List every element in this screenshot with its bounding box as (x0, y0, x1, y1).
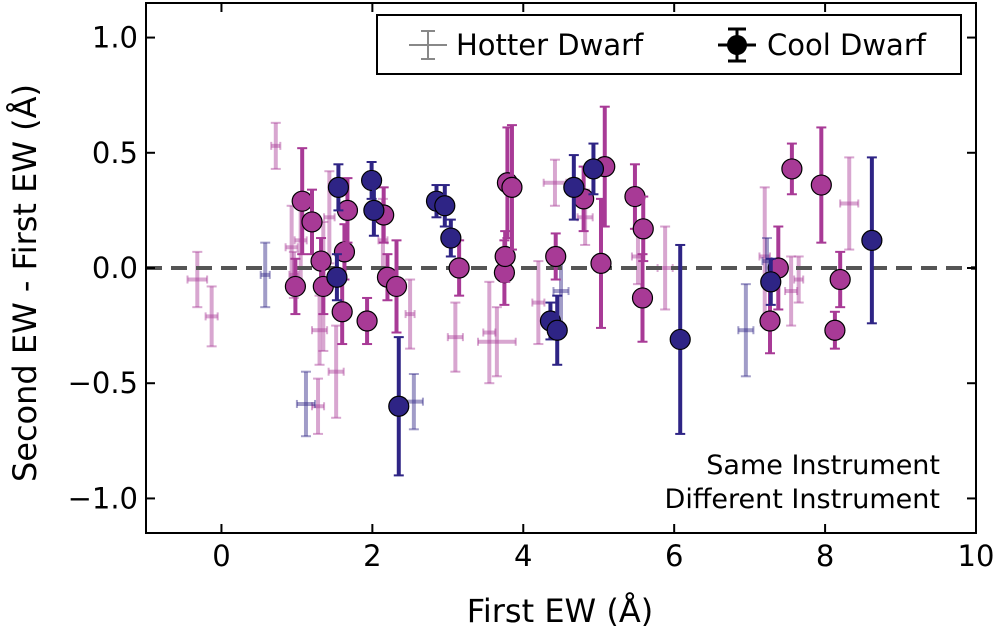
legend-hotter-marker (409, 30, 447, 60)
y-axis-label: Second EW - First EW (Å) (6, 84, 44, 482)
hotter-dwarf-point-same (327, 324, 345, 419)
hotter-dwarf-point-different (737, 283, 755, 378)
y-tick-label: −0.5 (68, 366, 138, 400)
cool-dwarf-point-same (312, 257, 334, 316)
legend-hotter-label: Hotter Dwarf (456, 28, 644, 62)
cool-dwarf-point-different (563, 154, 585, 221)
legend-cool-label: Cool Dwarf (767, 28, 927, 62)
y-tick-label: 1.0 (92, 21, 138, 55)
hotter-dwarf-point-same (839, 156, 860, 251)
y-tick-label: 0.5 (92, 136, 138, 170)
cool-dwarf-point-different (326, 253, 348, 302)
annotation-different-instrument: Different Instrument (665, 484, 940, 515)
cool-dwarf-point-same (356, 296, 378, 346)
x-tick-label: 8 (816, 539, 834, 573)
hotter-dwarf-point-same (270, 121, 282, 170)
legend: Hotter Dwarf Cool Dwarf (376, 14, 962, 75)
cool-dwarf-point-different (388, 336, 410, 477)
cool-dwarf-point-same (284, 257, 306, 316)
cool-dwarf-point-same (385, 239, 408, 334)
x-tick-label: 2 (363, 539, 381, 573)
x-axis-label: First EW (Å) (467, 592, 653, 630)
hotter-dwarf-point-same (446, 301, 464, 373)
hotter-dwarf-point-same (531, 260, 546, 346)
cool-dwarf-point-same (590, 197, 612, 329)
cool-dwarf-point-same (501, 124, 523, 251)
cool-dwarf-point-different (669, 243, 691, 435)
cool-dwarf-point-different (582, 142, 605, 196)
cool-dwarf-point-different (327, 163, 350, 212)
hotter-dwarf-point-same (311, 377, 326, 435)
hotter-dwarf-point-same (204, 285, 219, 348)
cool-dwarf-point-same (781, 142, 803, 196)
cool-dwarf-point-different (363, 184, 385, 237)
cool-dwarf-point-same (829, 250, 851, 309)
annotation-same-instrument: Same Instrument (706, 450, 940, 481)
cool-dwarf-point-different (434, 184, 456, 228)
hotter-dwarf-layer (186, 121, 860, 438)
hotter-dwarf-point-different (259, 241, 271, 309)
cool-dwarf-point-different (546, 294, 568, 366)
legend-box (376, 14, 962, 75)
axis-ticks: 0 2 4 6 8 10 −1.0 −0.5 0.0 0.5 1.0 (68, 3, 995, 573)
y-tick-label: 0.0 (92, 251, 138, 285)
x-tick-label: 4 (514, 539, 532, 573)
hotter-dwarf-point-same (477, 306, 517, 378)
hotter-dwarf-point-same (542, 158, 568, 207)
cool-dwarf-point-same (291, 147, 313, 256)
cool-dwarf-layer (284, 105, 883, 477)
x-tick-label: 10 (958, 539, 995, 573)
x-tick-label: 6 (665, 539, 683, 573)
hotter-dwarf-point-same (793, 255, 805, 304)
cool-dwarf-point-different (760, 257, 782, 306)
y-tick-label: −1.0 (68, 481, 138, 515)
x-tick-label: 0 (212, 539, 230, 573)
cool-dwarf-point-different (440, 218, 462, 258)
legend-cool-marker (718, 27, 756, 63)
cool-dwarf-point-same (810, 126, 832, 244)
cool-dwarf-point-same (632, 195, 654, 263)
hotter-dwarf-point-same (482, 280, 497, 385)
hotter-dwarf-point-same (784, 255, 799, 327)
cool-dwarf-point-different (361, 161, 383, 200)
cool-dwarf-point-same (545, 232, 567, 281)
hotter-dwarf-point-same (186, 250, 209, 309)
cool-dwarf-point-different (861, 156, 883, 325)
hotter-dwarf-point-different (295, 370, 317, 438)
hotter-dwarf-point-same (404, 278, 416, 350)
cool-dwarf-point-same (824, 310, 846, 350)
